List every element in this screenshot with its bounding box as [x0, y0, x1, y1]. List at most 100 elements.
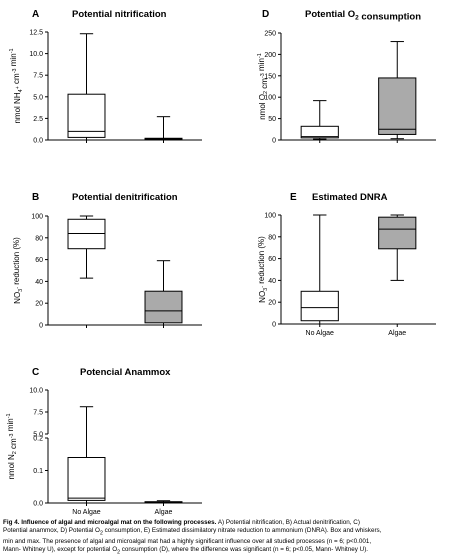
box-iqr: [300, 290, 339, 322]
ylabel-E-part: NO: [258, 291, 267, 303]
panel-letter-A: A: [32, 9, 39, 20]
ytick-label-A: 10.0: [29, 51, 43, 58]
panel-title-C: Potencial Anammox: [80, 367, 171, 378]
box-E-1: [378, 214, 417, 281]
ytick-label-C: 0.1: [33, 468, 43, 475]
ylabel-C-part: min: [6, 418, 15, 433]
ylabel-A-part: -3: [12, 68, 18, 73]
panel-title-A: Potential nitrification: [72, 9, 167, 20]
ytick-label-B: 40: [35, 279, 43, 286]
ytick-label-D: 50: [268, 116, 276, 123]
ytick-label-E: 60: [268, 256, 276, 263]
panel-letter-D: D: [262, 9, 269, 20]
box-iqr: [378, 216, 417, 250]
caption-line2-rest: consumption, E) Estimated dissimilatory …: [102, 527, 382, 535]
caption-line1: A) Potential nitrification, B) Actual de…: [216, 519, 360, 526]
ylabel-D-part: cm: [260, 78, 269, 91]
ytick-label-C: 10.0: [29, 388, 43, 395]
ylabel-C-part: 2: [12, 451, 18, 454]
ylabel-D-part: 2: [263, 91, 269, 94]
box-B-1: [144, 260, 183, 326]
ylabel-E: NO3- reduction (%): [257, 236, 269, 303]
box-B-0: [67, 215, 106, 279]
ylabel-B-part: -: [15, 287, 21, 289]
box-iqr: [67, 218, 106, 250]
caption-line2-sub: 2: [99, 530, 103, 537]
ytick-label-A: 0.0: [33, 138, 43, 145]
ylabel-D: nmol O2 cm-3 min-1: [257, 53, 269, 120]
caption-line2: Potential anammox, D) Potential O: [3, 527, 100, 535]
ytick-label-C: 5.0: [33, 432, 43, 439]
box-A-0: [67, 33, 106, 141]
ylabel-D-part: -3: [260, 73, 266, 78]
ytick-label-B: 100: [31, 214, 43, 221]
ylabel-A-part: -1: [9, 48, 15, 53]
ylabel-A-part: cm: [12, 73, 21, 86]
box-iqr: [378, 77, 417, 135]
ytick-label-E: 80: [268, 234, 276, 241]
panel-title-D-part: 2: [355, 14, 359, 21]
ylabel-C: nmol N2 cm-3 min-1: [6, 413, 18, 479]
ylabel-E-part: -: [260, 286, 266, 288]
ytick-label-D: 250: [264, 31, 276, 38]
ylabel-A-part: nmol NH: [13, 92, 22, 123]
ylabel-E-part: reduction (%): [257, 236, 266, 286]
panel-title-D: Potential O2 consumption: [305, 9, 421, 22]
caption-line3: min and max. The presence of algal and m…: [3, 538, 372, 546]
ytick-label-E: 40: [268, 278, 276, 285]
caption-line4-sub: 2: [117, 549, 121, 556]
xtick-label-E: No Algae: [306, 330, 335, 337]
panel-title-E: Estimated DNRA: [312, 192, 388, 203]
box-iqr: [67, 457, 106, 501]
ytick-label-E: 100: [264, 213, 276, 220]
caption-line4: Mann- Whitney U), except for potential O: [3, 546, 118, 554]
ytick-label-D: 200: [264, 52, 276, 59]
ylabel-A-part: +: [15, 86, 21, 89]
ytick-label-B: 0: [39, 323, 43, 330]
panel-C: C Potencial Anammox nmol N2 cm-3 min-1 5.0 7…: [6, 367, 202, 516]
ylabel-E-part: 3: [263, 288, 269, 291]
ytick-label-D: 150: [264, 73, 276, 80]
ylabel-D-part: min: [257, 58, 266, 73]
ylabel-D-part: nmol O: [258, 94, 267, 120]
ylabel-C-part: nmol N: [7, 454, 16, 480]
box-iqr: [67, 93, 106, 138]
box-C-1: [144, 500, 183, 504]
ytick-label-B: 80: [35, 235, 43, 242]
xtick-label-E: Algae: [388, 330, 406, 337]
panel-B: B Potential denitrification NO3- reduction…: [12, 192, 202, 330]
panel-letter-C: C: [32, 367, 39, 378]
ylabel-A: nmol NH4+ cm-3 min-1: [9, 48, 24, 123]
ytick-label-A: 5.0: [33, 94, 43, 101]
ylabel-C-part: -3: [9, 433, 15, 438]
panel-E: E Estimated DNRA NO3- reduction (%) 0 20 40 60…: [257, 192, 436, 337]
ylabel-B-part: NO: [13, 292, 22, 304]
xtick-label-C: No Algae: [72, 509, 101, 516]
box-C-0: [67, 406, 106, 504]
ylabel-A-part: 4: [18, 89, 24, 92]
panel-letter-B: B: [32, 192, 39, 203]
ytick-label-D: 100: [264, 95, 276, 102]
ytick-label-A: 2.5: [33, 116, 43, 123]
xtick-label-C: Algae: [155, 509, 173, 516]
ytick-label-B: 60: [35, 257, 43, 264]
figure-caption: Fig 4. Influence of algal and microalgal…: [3, 519, 446, 557]
ytick-label-A: 12.5: [29, 30, 43, 37]
ylabel-B-part: reduction (%): [12, 237, 21, 287]
ytick-label-E: 20: [268, 300, 276, 307]
panel-A: A Potential nitrification nmol NH4+ cm-3 m…: [9, 9, 202, 145]
ytick-label-D: 0: [272, 138, 276, 145]
caption-line4-rest: consumption (D), where the difference wa…: [120, 546, 369, 554]
box-iqr: [300, 125, 339, 139]
box-D-1: [378, 41, 417, 140]
ytick-label-E: 0: [272, 322, 276, 329]
ylabel-C-part: cm: [9, 438, 18, 451]
box-D-0: [300, 100, 339, 140]
ytick-label-C: 0.0: [33, 501, 43, 508]
ylabel-A-part: min: [9, 53, 18, 68]
ytick-label-C: 0.2: [33, 436, 43, 443]
ylabel-B: NO3- reduction (%): [12, 237, 24, 304]
caption-bold: Fig 4. Influence of algal and microalgal…: [3, 519, 217, 526]
